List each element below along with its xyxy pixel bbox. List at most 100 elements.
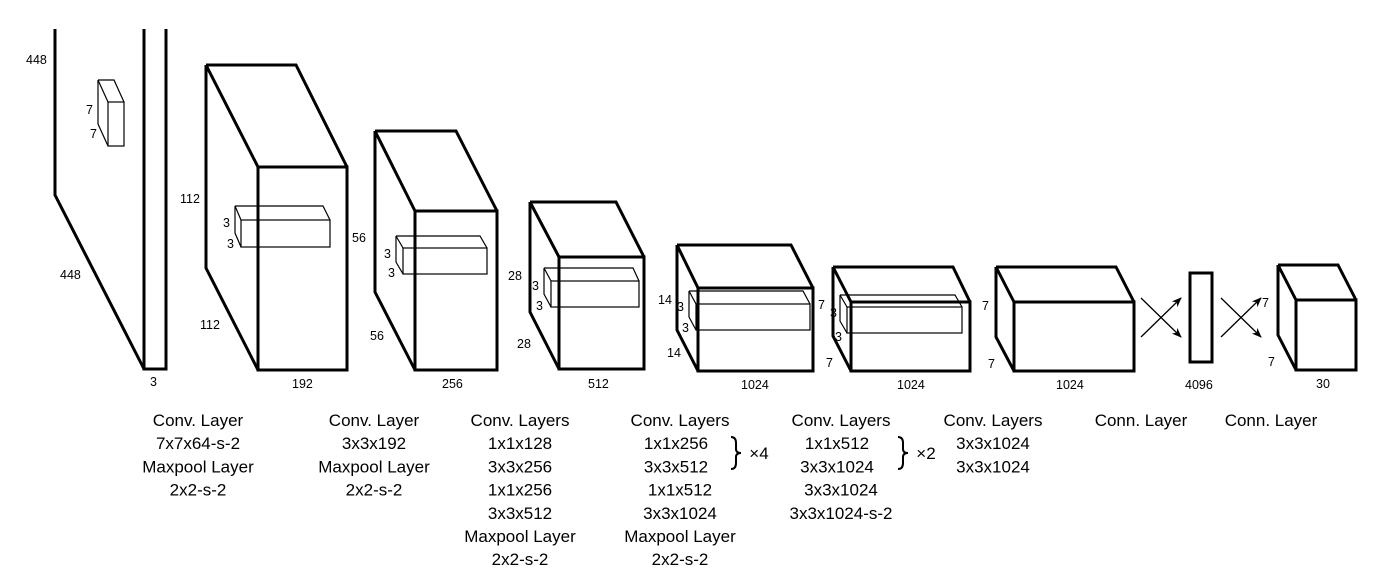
input-image-block: 448 7 7 448 3	[26, 29, 168, 389]
kernel-edge	[235, 205, 331, 221]
dimension-label: 30	[1316, 377, 1330, 391]
top-face-edge	[373, 130, 417, 212]
caption-line: Maxpool Layer	[464, 527, 576, 546]
caption-line: Maxpool Layer	[318, 457, 430, 476]
dimension-label: 3	[677, 300, 684, 314]
dimension-label: 7	[818, 298, 825, 312]
caption-line: 2x2-s-2	[346, 481, 403, 500]
caption-line: 3x3x1024-s-2	[789, 504, 892, 523]
dimension-label: 28	[508, 269, 522, 283]
caption-line: 7x7x64-s-2	[156, 434, 240, 453]
front-face	[256, 165, 349, 372]
dimension-label: 192	[292, 377, 313, 391]
dimension-label: 256	[442, 377, 463, 391]
top-face-edge	[206, 63, 349, 168]
dimension-label: 448	[60, 268, 81, 282]
layer-caption: Conn. Layer	[1095, 411, 1188, 430]
caption-line: 2x2-s-2	[170, 481, 227, 500]
side-face-edge	[994, 267, 1016, 372]
front-face	[557, 255, 646, 371]
kernel-edge	[839, 295, 848, 334]
caption-line: Conv. Layers	[792, 411, 891, 430]
dimension-label: 3	[227, 237, 234, 251]
arrow-icon	[1140, 297, 1182, 338]
caption-line: Maxpool Layer	[142, 457, 254, 476]
dimension-label: 14	[658, 293, 672, 307]
top-face-edge	[677, 243, 815, 289]
kernel-front	[695, 303, 811, 331]
kernel-box	[543, 267, 640, 308]
kernel-box	[97, 79, 125, 147]
fully-connected-arrows	[1220, 297, 1262, 338]
kernel-edge	[688, 290, 697, 305]
dimension-label: 1024	[897, 378, 925, 392]
kernel-edge	[543, 267, 552, 282]
output-block: 7 7 30	[1262, 263, 1358, 391]
caption-line: 1x1x256	[644, 434, 708, 453]
kernel-edge	[395, 235, 404, 249]
input-front-slab	[142, 29, 168, 371]
side-face-edge	[204, 65, 260, 371]
layer-2-block: 56 3 3 56 256	[352, 129, 499, 391]
caption-line: 3x3x512	[644, 457, 708, 476]
kernel-edge	[234, 206, 242, 248]
kernel-front	[107, 101, 125, 147]
caption-line: 1x1x128	[488, 434, 552, 453]
fc-1-block: 4096	[1185, 271, 1214, 392]
caption-line: 3x3x1024	[956, 434, 1030, 453]
top-face-edge	[833, 265, 972, 303]
layer-caption: Conv. Layers 1x1x512 3x3x1024 3x3x1024 3x3x1…	[789, 411, 935, 523]
layer-caption: Conn. Layer	[1225, 411, 1318, 430]
kernel-edge	[688, 291, 697, 331]
kernel-front	[550, 280, 640, 308]
caption-line: 1x1x256	[488, 481, 552, 500]
side-face-edge	[528, 202, 561, 370]
top-face-edge	[831, 266, 853, 303]
top-face-edge	[1276, 264, 1298, 301]
kernel-edge	[234, 205, 242, 221]
kernel-box	[234, 205, 331, 248]
layer-6-block: 7 7 1024	[982, 265, 1136, 392]
front-face	[849, 300, 972, 373]
dimension-label: 3	[835, 330, 842, 344]
caption-line: Maxpool Layer	[624, 527, 736, 546]
kernel-edge	[543, 268, 552, 308]
kernel-edge	[839, 294, 848, 308]
dimension-label: 3	[682, 321, 689, 335]
caption-line: 3x3x1024	[643, 504, 717, 523]
dimension-label: 3	[830, 306, 837, 320]
dimension-label: 3	[536, 299, 543, 313]
top-face-edge	[528, 201, 561, 258]
kernel-box	[395, 235, 488, 275]
kernel-edge	[395, 236, 404, 275]
caption-line: 3x3x1024	[800, 457, 874, 476]
top-face-edge	[1278, 263, 1358, 301]
caption-line: 3x3x256	[488, 457, 552, 476]
dimension-label: 28	[517, 337, 531, 351]
caption-line: Conn. Layer	[1095, 411, 1188, 430]
kernel-box	[688, 290, 811, 331]
dimension-label: 112	[180, 192, 200, 206]
repeat-count: ×4	[749, 444, 768, 463]
dimension-label: 3	[150, 375, 157, 389]
dimension-label: 112	[200, 318, 220, 332]
caption-line: Conv. Layers	[944, 411, 1043, 430]
fully-connected-arrows	[1140, 297, 1182, 338]
front-face	[1012, 300, 1136, 373]
layer-caption: Conv. Layers 3x3x1024 3x3x1024	[944, 411, 1043, 476]
kernel-edge	[97, 79, 109, 103]
layer-3-block: 28 3 3 28 512	[508, 200, 646, 391]
kernel-front	[240, 219, 331, 248]
dimension-label: 3	[223, 216, 230, 230]
dimension-label: 7	[1268, 355, 1275, 369]
caption-line: Conv. Layers	[471, 411, 570, 430]
front-face	[1294, 298, 1358, 372]
kernel-edge	[98, 79, 125, 103]
kernel-box	[839, 294, 963, 334]
dimension-label: 1024	[741, 378, 769, 392]
layer-caption: Conv. Layer 3x3x192 Maxpool Layer 2x2-s-2	[318, 411, 430, 500]
caption-line: Conn. Layer	[1225, 411, 1318, 430]
dimension-label: 14	[667, 346, 681, 360]
layer-caption: Conv. Layers 1x1x256 3x3x512 1x1x512 3x3x102…	[624, 411, 768, 569]
